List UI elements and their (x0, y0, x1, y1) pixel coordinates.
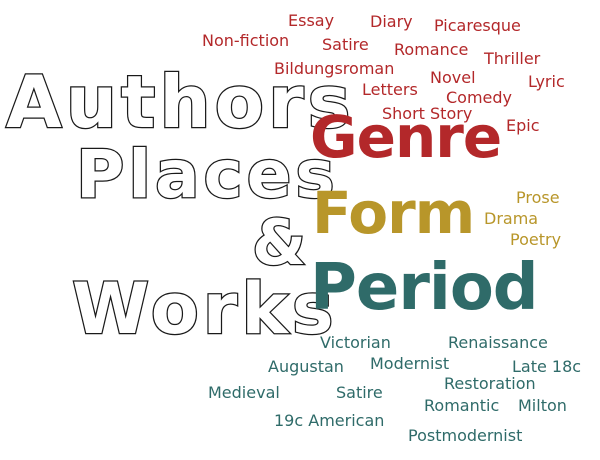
period-word: Restoration (444, 374, 536, 393)
form-word: Poetry (510, 230, 562, 249)
word-authors: Authors (5, 60, 355, 144)
period-word: 19c American (274, 411, 385, 430)
category-form: Form (312, 179, 475, 247)
period-word: Satire (336, 383, 383, 402)
word-places: Places (75, 136, 339, 213)
word-ampersand: & (251, 206, 311, 279)
genre-word: Romance (394, 40, 469, 59)
period-word: Romantic (424, 396, 500, 415)
period-word: Augustan (268, 357, 344, 376)
word-works: Works (71, 268, 338, 350)
genre-word: Non-fiction (202, 31, 290, 50)
genre-word: Epic (506, 116, 540, 135)
genre-word: Satire (322, 35, 369, 54)
period-word: Late 18c (512, 357, 582, 376)
form-word: Drama (484, 209, 539, 228)
genre-word: Lyric (528, 72, 565, 91)
period-word: Modernist (370, 354, 450, 373)
genre-word: Short Story (382, 104, 473, 123)
genre-word: Picaresque (434, 16, 521, 35)
genre-word: Thriller (484, 49, 541, 68)
genre-word: Diary (370, 12, 413, 31)
genre-word: Comedy (446, 88, 513, 107)
period-word: Victorian (320, 333, 391, 352)
genre-word: Novel (430, 68, 476, 87)
period-word: Renaissance (448, 333, 548, 352)
form-word: Prose (516, 188, 560, 207)
genre-word: Letters (362, 80, 418, 99)
period-word: Milton (518, 396, 567, 415)
genre-word: Bildungsroman (274, 59, 395, 78)
period-word: Medieval (208, 383, 280, 402)
period-word: Postmodernist (408, 426, 523, 445)
category-genre: Genre (310, 103, 502, 171)
category-period: Period (310, 251, 539, 325)
genre-word: Essay (288, 11, 335, 30)
